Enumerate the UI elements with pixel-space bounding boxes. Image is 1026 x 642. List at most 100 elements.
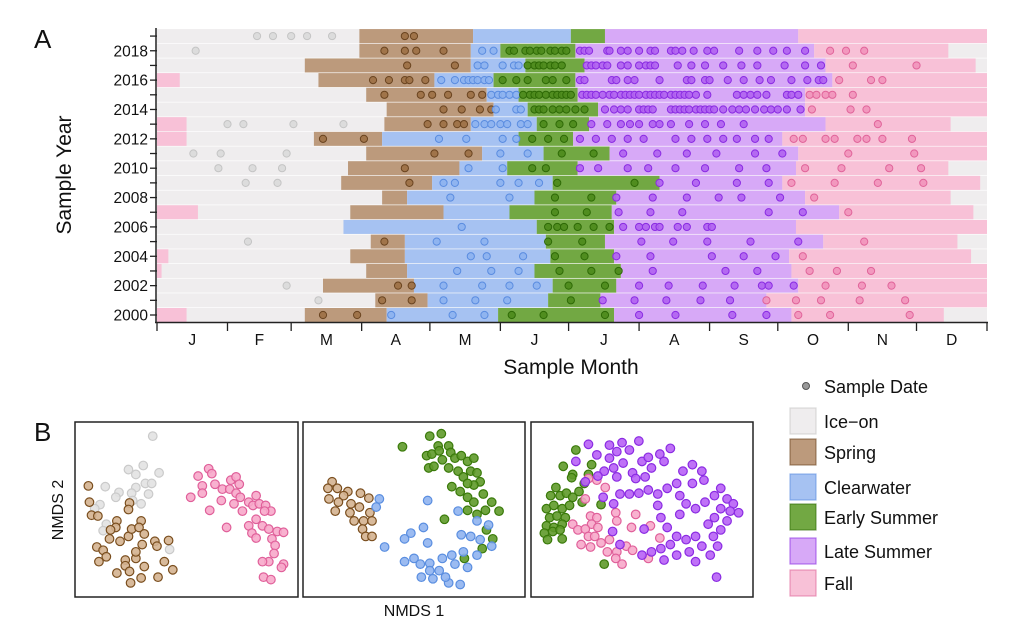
nmds-point-spring xyxy=(130,546,141,557)
sample-date-point xyxy=(789,281,798,290)
sample-date-point xyxy=(559,222,569,232)
season-early-summer xyxy=(545,234,605,249)
sample-date-point xyxy=(498,90,507,99)
sample-date-point xyxy=(462,134,471,143)
nmds-point-clearwater xyxy=(465,531,476,542)
sample-date-point xyxy=(769,46,778,55)
sample-date-point xyxy=(700,120,710,129)
nmds-point-spring xyxy=(139,561,150,572)
nmds-point-late-summer xyxy=(615,539,625,550)
nmds-point-late-summer xyxy=(690,556,701,567)
nmds-point-late-summer xyxy=(665,539,676,550)
nmds-point-early-summer xyxy=(599,559,610,570)
season-spring xyxy=(366,263,408,278)
year-row-2010 xyxy=(157,161,987,176)
sample-date-point xyxy=(782,105,791,114)
nmds-point-late-summer xyxy=(696,466,707,477)
nmds-point-clearwater xyxy=(405,528,416,539)
sample-date-point xyxy=(710,46,719,55)
month-tick-label: M xyxy=(459,332,472,349)
sample-date-point xyxy=(737,61,746,70)
sample-date-point xyxy=(532,281,541,290)
legend-swatch-ice-on xyxy=(789,407,817,435)
sample-date-point xyxy=(616,120,625,129)
sample-date-point xyxy=(682,222,691,232)
nmds-point-spring xyxy=(84,497,95,508)
year-row-2013 xyxy=(157,117,987,132)
sample-date-point xyxy=(619,222,628,232)
sample-date-point xyxy=(687,76,696,85)
sample-date-point xyxy=(514,178,523,187)
sample-date-point xyxy=(489,46,498,55)
nmds-point-fall xyxy=(610,507,621,518)
sample-date-point xyxy=(821,281,830,290)
sample-date-point xyxy=(550,46,560,55)
sample-date-point xyxy=(223,120,232,129)
sample-date-point xyxy=(732,90,741,99)
sample-date-point xyxy=(878,134,887,143)
sample-date-point xyxy=(671,310,680,320)
nmds-point-late-summer xyxy=(652,500,663,511)
nmds-point-late-summer xyxy=(699,475,709,486)
sample-date-point xyxy=(616,105,625,114)
nmds-point-late-summer xyxy=(604,440,615,451)
sample-date-point xyxy=(662,296,671,305)
sample-date-point xyxy=(762,296,771,305)
sample-date-point xyxy=(557,149,566,158)
sample-date-point xyxy=(277,164,287,173)
nmds-point-fall xyxy=(269,548,279,559)
nmds-point-late-summer xyxy=(690,531,701,542)
nmds-point-spring xyxy=(332,483,343,494)
panel-label-a: A xyxy=(34,24,52,54)
sample-date-point xyxy=(387,310,396,320)
sample-date-point xyxy=(582,208,591,217)
nmds-point-early-summer xyxy=(586,459,597,470)
sample-date-point xyxy=(587,193,596,202)
sample-date-point xyxy=(550,61,560,70)
sample-date-point xyxy=(821,90,830,99)
sample-date-point xyxy=(712,149,721,158)
sample-date-point xyxy=(719,61,728,70)
sample-date-point xyxy=(603,61,612,70)
sample-date-point xyxy=(580,252,589,261)
legend: Sample Date Ice−on Spring Clearwater Early S… xyxy=(789,377,938,597)
legend-swatch-late-summer xyxy=(789,537,817,565)
nmds-point-fall xyxy=(270,540,281,551)
sample-date-point xyxy=(496,149,505,158)
nmds-point-spring xyxy=(105,524,116,535)
sample-date-point xyxy=(721,266,730,276)
sample-date-point xyxy=(703,237,712,246)
sample-date-point xyxy=(860,237,869,246)
nmds-point-fall xyxy=(276,562,287,573)
season-fall xyxy=(814,43,949,58)
sample-date-point xyxy=(409,31,419,41)
sample-date-point xyxy=(666,120,676,129)
season-late-summer xyxy=(577,161,796,176)
sample-date-point xyxy=(910,149,919,158)
nmds-point-spring xyxy=(104,533,115,544)
nmds-point-ice-on xyxy=(138,460,149,471)
sample-date-point xyxy=(844,208,853,217)
nmds-point-late-summer xyxy=(646,463,657,473)
season-late-summer xyxy=(604,234,824,249)
sample-date-point xyxy=(487,90,496,99)
sample-date-point xyxy=(541,90,550,99)
season-spring xyxy=(304,58,471,73)
year-row-2017 xyxy=(157,58,987,73)
sample-date-point xyxy=(189,149,198,158)
sample-date-point xyxy=(798,134,807,143)
sample-date-point xyxy=(580,105,589,114)
sample-date-point xyxy=(739,252,748,261)
sample-date-point xyxy=(664,281,673,290)
nmds-point-fall xyxy=(610,553,621,564)
nmds-panel-1 xyxy=(74,421,299,598)
sample-date-point xyxy=(584,46,594,55)
sample-date-point xyxy=(591,61,600,70)
year-row-2016 xyxy=(157,73,987,88)
sample-date-point xyxy=(787,90,796,99)
sample-date-point xyxy=(555,120,564,129)
nmds-point-late-summer xyxy=(639,524,649,534)
sample-date-point xyxy=(919,178,928,187)
year-tick-label: 2006 xyxy=(114,219,148,236)
nmds-point-late-summer xyxy=(608,463,619,473)
